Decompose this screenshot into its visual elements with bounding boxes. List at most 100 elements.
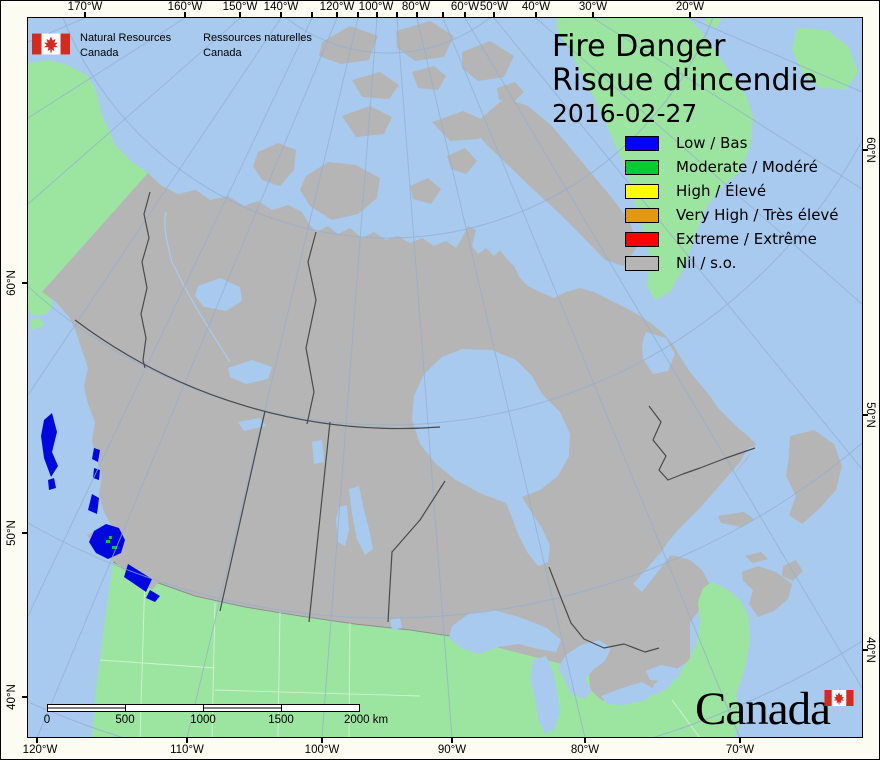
scale-label: 1500	[268, 714, 294, 726]
tick-mark	[863, 149, 868, 151]
tick-mark	[464, 12, 466, 17]
legend-swatch-nil	[625, 255, 659, 271]
scale-label: 0	[43, 714, 51, 726]
tick-mark	[396, 12, 398, 17]
longitude-label: 150°W	[222, 1, 258, 13]
canada-flag-icon	[32, 33, 70, 55]
map-canvas	[27, 17, 863, 738]
sk-mb-border	[308, 421, 331, 623]
lake-winnipeg	[349, 486, 373, 555]
nwt-nunavut-border	[305, 231, 317, 425]
st-lawrence-river	[633, 446, 756, 592]
tick-mark	[22, 532, 27, 534]
nrcan-logo: Natural Resources Canada Ressources natu…	[32, 31, 312, 61]
on-qc-border	[548, 566, 660, 653]
longitude-label: 170°W	[67, 1, 103, 13]
canada-fire-danger-map	[28, 18, 862, 737]
legend-swatch-low	[625, 135, 659, 151]
scale-segment	[125, 704, 204, 712]
tick-mark	[22, 282, 27, 284]
scale-label: 1000	[190, 714, 216, 726]
lake-ontario	[646, 665, 681, 682]
great-slave-lake	[228, 360, 272, 384]
tick-mark	[493, 12, 495, 17]
canada-wordmark: Canada	[695, 683, 854, 735]
haida-gwaii-low	[41, 413, 58, 477]
lake-athabasca	[238, 418, 266, 431]
longitude-label: 120°W	[319, 1, 355, 13]
wordmark-flag-icon	[824, 690, 854, 706]
legend-row-low: Low / Bas	[625, 134, 839, 152]
tick-mark	[376, 12, 378, 17]
alaska-landmass	[28, 60, 148, 330]
tick-mark	[357, 12, 359, 17]
hudson-bay	[412, 349, 570, 566]
legend-row-nil: Nil / s.o.	[625, 254, 839, 272]
longitude-label: 160°W	[167, 1, 203, 13]
longitude-label: 140°W	[263, 1, 299, 13]
tick-mark	[863, 649, 868, 651]
tick-mark	[336, 12, 338, 17]
tick-mark	[239, 12, 241, 17]
tick-mark	[535, 12, 537, 17]
ungava-bay	[642, 332, 675, 374]
legend-label-high: High / Élevé	[676, 182, 767, 200]
lake-michigan	[530, 656, 560, 734]
fire-danger-legend: Low / Bas Moderate / Modéré High / Élevé…	[625, 134, 839, 280]
lakes-and-rivers	[164, 211, 756, 734]
tick-mark	[84, 12, 86, 17]
logo-text-en-2: Canada	[80, 47, 119, 59]
tick-mark	[416, 12, 418, 17]
longitude-label: 90°W	[437, 744, 467, 756]
scale-label: 2000 km	[343, 714, 389, 726]
legend-label-extreme: Extreme / Extrême	[676, 230, 817, 248]
legend-row-high: High / Élevé	[625, 182, 839, 200]
scale-segment	[281, 704, 360, 712]
tick-mark	[22, 696, 27, 698]
scale-bar	[47, 704, 360, 712]
legend-label-nil: Nil / s.o.	[676, 254, 737, 272]
province-borders	[74, 191, 756, 653]
longitude-label: 120°W	[22, 744, 58, 756]
sixtieth-parallel-border	[74, 319, 441, 430]
legend-swatch-high	[625, 183, 659, 199]
longitude-label: 100°W	[358, 1, 394, 13]
longitude-label: 40°W	[521, 1, 551, 13]
legend-row-very-high: Very High / Très élevé	[625, 206, 839, 224]
tick-mark	[311, 12, 313, 17]
wordmark-text: Canada	[695, 683, 831, 735]
longitude-label: 80°W	[570, 744, 600, 756]
tick-mark	[739, 738, 741, 743]
longitude-label: 70°W	[725, 744, 755, 756]
lake-superior	[449, 610, 561, 654]
legend-row-moderate: Moderate / Modéré	[625, 158, 839, 176]
longitude-label: 100°W	[304, 744, 340, 756]
logo-text-fr-2: Canada	[203, 47, 242, 59]
longitude-label: 110°W	[170, 744, 204, 756]
latitude-label: 40°N	[6, 684, 18, 710]
tick-mark	[863, 414, 868, 416]
title-fr: Risque d'incendie	[552, 63, 818, 98]
mackenzie-river	[164, 211, 231, 363]
mb-on-border	[387, 480, 446, 623]
great-bear-lake	[195, 278, 242, 311]
qc-nl-border	[648, 405, 756, 481]
tick-mark	[442, 12, 444, 17]
title-en: Fire Danger	[552, 29, 726, 64]
scale-segment	[203, 704, 282, 712]
tick-mark	[184, 12, 186, 17]
reindeer-lake	[312, 440, 324, 464]
legend-label-moderate: Moderate / Modéré	[676, 158, 818, 176]
tick-mark	[592, 12, 594, 17]
legend-label-low: Low / Bas	[676, 134, 748, 152]
longitude-label: 80°W	[401, 1, 431, 13]
logo-text-fr-1: Ressources naturelles	[203, 32, 312, 44]
atlantic-islands	[718, 430, 842, 617]
legend-swatch-very-high	[625, 207, 659, 223]
tick-mark	[451, 738, 453, 743]
legend-row-extreme: Extreme / Extrême	[625, 230, 839, 248]
tick-mark	[280, 12, 282, 17]
lake-of-the-woods	[390, 618, 402, 630]
fire-danger-moderate-specks	[106, 536, 117, 549]
